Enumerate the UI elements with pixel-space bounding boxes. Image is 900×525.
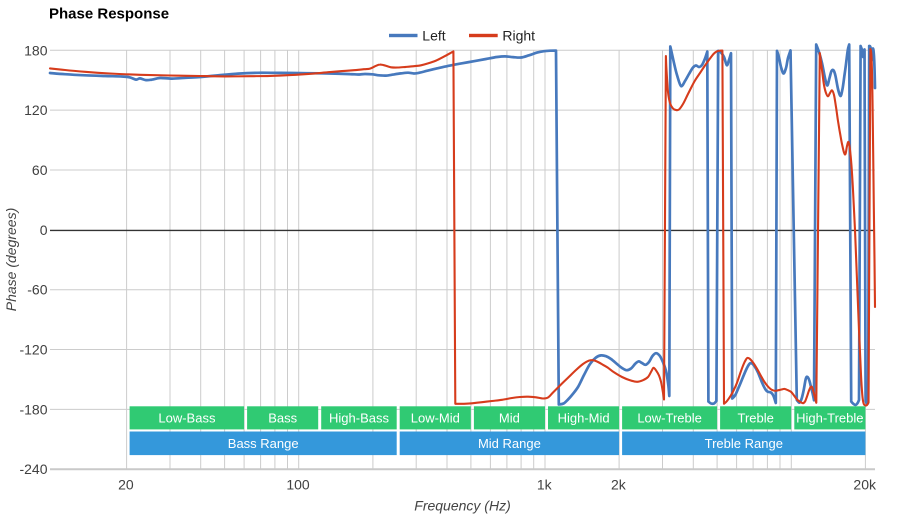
svg-text:2k: 2k [611, 477, 627, 493]
svg-text:Phase Response: Phase Response [49, 6, 169, 23]
svg-text:Low-Bass: Low-Bass [158, 411, 216, 426]
svg-text:Left: Left [422, 27, 445, 43]
svg-text:Treble: Treble [738, 411, 774, 426]
svg-text:Treble Range: Treble Range [705, 436, 783, 451]
svg-text:High-Treble: High-Treble [796, 411, 863, 426]
svg-text:20k: 20k [853, 477, 877, 493]
svg-text:High-Mid: High-Mid [558, 411, 610, 426]
svg-text:Low-Mid: Low-Mid [411, 411, 460, 426]
svg-text:Mid: Mid [499, 411, 520, 426]
svg-text:20: 20 [118, 477, 134, 493]
svg-text:-180: -180 [19, 401, 47, 417]
svg-text:-60: -60 [27, 282, 47, 298]
svg-text:High-Bass: High-Bass [329, 411, 389, 426]
svg-text:Phase (degrees): Phase (degrees) [3, 208, 19, 312]
svg-text:120: 120 [24, 102, 48, 118]
svg-text:Bass: Bass [268, 411, 297, 426]
svg-text:Mid Range: Mid Range [478, 436, 541, 451]
svg-text:-120: -120 [19, 342, 47, 358]
svg-text:0: 0 [40, 222, 48, 238]
svg-text:Bass Range: Bass Range [228, 436, 299, 451]
svg-text:Frequency (Hz): Frequency (Hz) [414, 498, 510, 514]
svg-text:-240: -240 [19, 461, 47, 477]
svg-text:180: 180 [24, 42, 48, 58]
svg-text:60: 60 [32, 162, 48, 178]
svg-text:Low-Treble: Low-Treble [637, 411, 702, 426]
svg-text:1k: 1k [537, 477, 553, 493]
svg-text:Right: Right [502, 27, 535, 43]
svg-text:100: 100 [286, 477, 310, 493]
